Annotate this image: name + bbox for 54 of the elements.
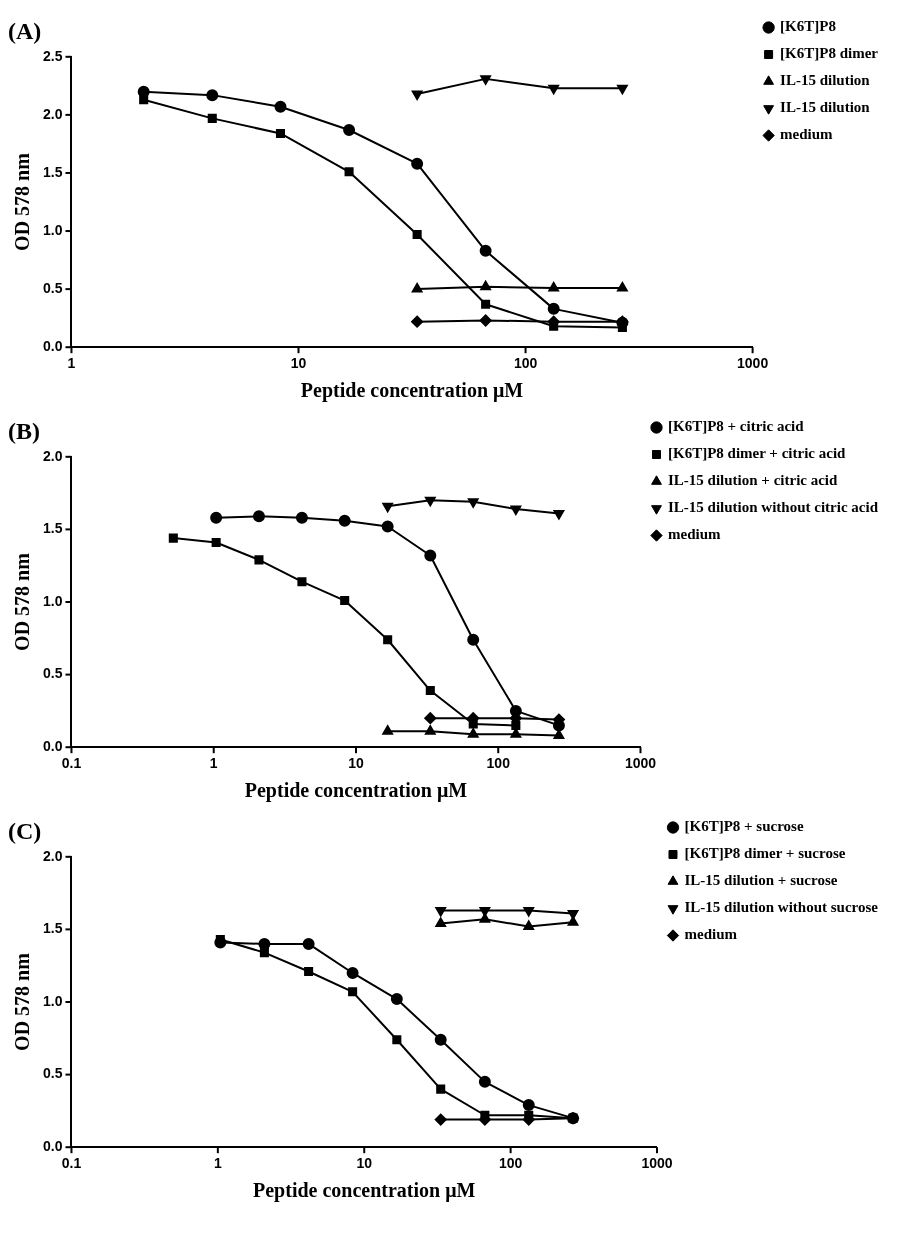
legend-label: IL-15 dilution	[780, 72, 871, 89]
legend-label: medium	[684, 926, 738, 943]
x-tick-label: 10	[348, 755, 364, 772]
legend-label: IL-15 dilution + citric acid	[667, 472, 839, 489]
y-tick-label: 1.5	[42, 920, 63, 937]
chart-title: (A)	[8, 17, 42, 44]
y-tick-label: 2.5	[42, 47, 63, 64]
y-axis-title: OD 578 nm	[11, 552, 34, 651]
y-tick-label: 2.0	[42, 847, 63, 864]
y-tick-label: 0.5	[42, 665, 63, 682]
chart-title: (B)	[8, 417, 40, 444]
legend-label: IL-15 dilution without sucrose	[684, 899, 879, 916]
x-tick-label: 1000	[624, 755, 657, 772]
x-tick-label: 100	[513, 355, 538, 372]
x-tick-label: 10	[356, 1155, 373, 1172]
legend-label: [K6T]P8 dimer	[780, 45, 879, 62]
x-tick-label: 0.1	[61, 1155, 82, 1172]
legend-label: IL-15 dilution without citric acid	[667, 499, 879, 516]
legend-label: medium	[780, 126, 834, 143]
y-tick-label: 0.0	[42, 738, 63, 755]
x-axis-title: Peptide concentration μM	[253, 1179, 476, 1203]
y-tick-label: 2.0	[42, 105, 63, 122]
legend-label: [K6T]P8 + sucrose	[684, 818, 804, 835]
y-tick-label: 0.5	[42, 1065, 63, 1082]
x-axis-title: Peptide concentration μM	[244, 779, 468, 803]
legend-label: [K6T]P8	[780, 18, 836, 35]
y-axis-title: OD 578 nm	[11, 952, 34, 1051]
x-tick-label: 100	[498, 1155, 523, 1172]
x-axis-title: Peptide concentration μM	[300, 379, 524, 403]
x-tick-label: 1000	[737, 355, 769, 372]
legend-label: [K6T]P8 dimer + sucrose	[684, 845, 846, 862]
y-tick-label: 1.0	[42, 992, 63, 1009]
chart-title: (C)	[8, 817, 42, 844]
y-tick-label: 2.0	[42, 447, 63, 464]
y-tick-label: 1.0	[42, 592, 63, 609]
legend-label: IL-15 dilution	[780, 99, 871, 116]
x-tick-label: 1	[213, 1155, 222, 1172]
y-tick-label: 0.5	[42, 279, 63, 296]
y-tick-label: 1.5	[42, 520, 63, 537]
x-tick-label: 100	[486, 755, 511, 772]
x-tick-label: 1	[209, 755, 218, 772]
x-tick-label: 0.1	[61, 755, 82, 772]
x-tick-label: 1	[67, 355, 76, 372]
legend-label: [K6T]P8 dimer + citric acid	[667, 445, 847, 462]
y-axis-title: OD 578 nm	[11, 152, 34, 251]
x-tick-label: 10	[290, 355, 307, 372]
y-tick-label: 1.5	[42, 163, 63, 180]
x-tick-label: 1000	[641, 1155, 673, 1172]
legend-label: IL-15 dilution + sucrose	[684, 872, 838, 889]
legend-label: medium	[667, 526, 721, 543]
y-tick-label: 1.0	[42, 221, 63, 238]
y-tick-label: 0.0	[42, 1138, 63, 1155]
legend-label: [K6T]P8 + citric acid	[667, 418, 805, 435]
y-tick-label: 0.0	[42, 338, 63, 355]
